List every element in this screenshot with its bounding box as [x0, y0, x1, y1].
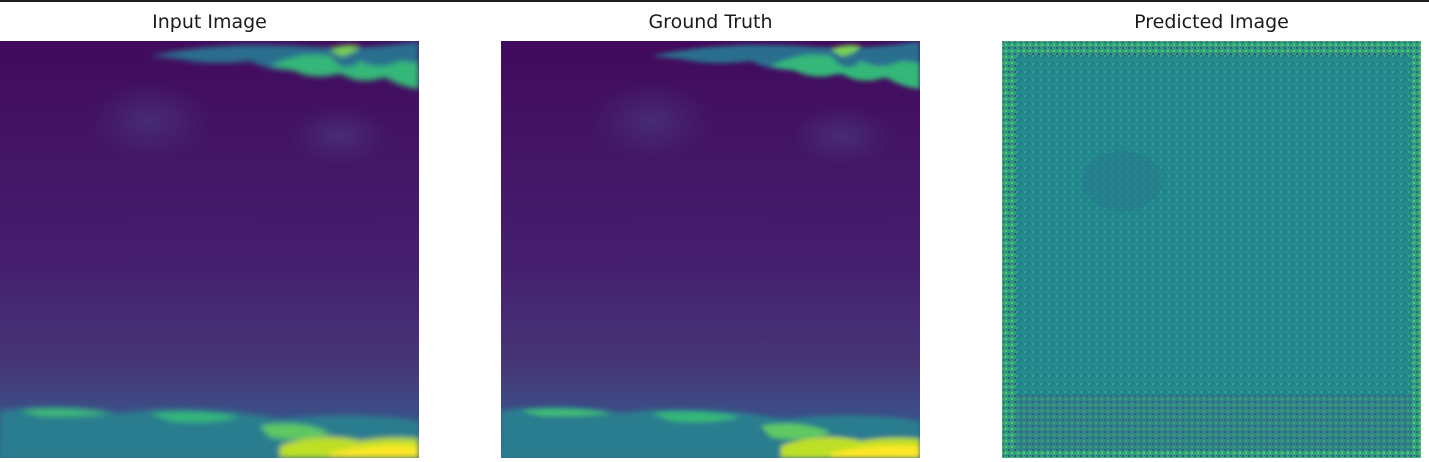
input-image-title: Input Image [152, 11, 267, 33]
top-border [0, 0, 1429, 2]
predicted-image-panel: Predicted Image [1002, 0, 1421, 462]
input-image-panel: Input Image [0, 0, 419, 462]
predicted-image-title: Predicted Image [1134, 11, 1289, 33]
ground-truth-image [501, 41, 920, 458]
ground-truth-title: Ground Truth [648, 11, 773, 33]
ground-truth-panel: Ground Truth [501, 0, 920, 462]
input-image [0, 41, 419, 458]
predicted-image [1002, 41, 1421, 458]
predicted-image-heatmap [1002, 41, 1421, 458]
input-image-heatmap [0, 41, 419, 458]
ground-truth-heatmap [501, 41, 920, 458]
